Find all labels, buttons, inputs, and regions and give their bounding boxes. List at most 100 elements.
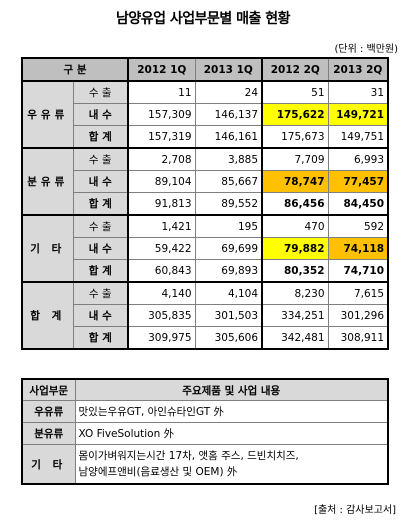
table-row: 내 수 157,309 146,137 175,622 149,721 — [22, 103, 389, 126]
table-row: 내 수 59,422 69,699 79,882 74,118 — [22, 237, 389, 260]
products-text: 몸이가벼워지는시간 17차, 앳홈 주스, 드빈치치즈, 남양에프앤비(음료생산… — [74, 444, 389, 485]
cell-highlight: 175,622 — [261, 103, 329, 126]
table-row: 기 타 수 출 1,421 195 470 592 — [21, 214, 389, 283]
cell: 91,813 — [127, 192, 196, 216]
cell: 1,421 — [127, 214, 196, 238]
cell: 146,137 — [194, 103, 263, 126]
cell: 8,230 — [261, 281, 329, 305]
row-label: 내 수 — [72, 103, 129, 126]
segment-label: 분유류 — [21, 422, 76, 445]
cell: 592 — [327, 214, 389, 238]
cell: 308,911 — [327, 326, 389, 350]
cell-highlight: 78,747 — [261, 170, 329, 193]
cell: 301,503 — [194, 304, 263, 327]
products-text: XO FiveSolution 外 — [74, 422, 389, 445]
row-label: 내 수 — [72, 304, 129, 327]
row-label: 합 계 — [72, 125, 129, 149]
cell: 301,296 — [327, 304, 389, 327]
cell: 305,606 — [194, 326, 263, 350]
row-label: 합 계 — [72, 192, 129, 216]
cell: 80,352 — [261, 259, 329, 283]
cell: 342,481 — [261, 326, 329, 350]
cell: 11 — [127, 80, 196, 104]
row-label: 수 출 — [72, 80, 129, 104]
products-line: 몸이가벼워지는시간 17차, 앳홈 주스, 드빈치치즈, — [78, 450, 299, 462]
cell-highlight: 77,457 — [327, 170, 389, 193]
cell: 85,667 — [194, 170, 263, 193]
row-label: 합 계 — [72, 259, 129, 283]
table-row: 합 계 수 출 4,140 4,104 8,230 7,615 — [21, 281, 389, 350]
header-2013-1q: 2013 1Q — [194, 57, 263, 82]
cell: 60,843 — [127, 259, 196, 283]
table-header-row: 구 분 2012 1Q 2013 1Q 2012 2Q 2013 2Q — [21, 57, 389, 82]
cell: 3,885 — [194, 147, 263, 171]
table-row: 분유류 수 출 2,708 3,885 7,709 6,993 — [21, 147, 389, 216]
table-row: 합 계 91,813 89,552 86,456 84,450 — [22, 192, 389, 216]
table-row: 기 타 몸이가벼워지는시간 17차, 앳홈 주스, 드빈치치즈, 남양에프앤비(… — [21, 444, 389, 485]
cell-highlight: 149,721 — [327, 103, 389, 126]
cell: 84,450 — [327, 192, 389, 216]
cell: 86,456 — [261, 192, 329, 216]
cell: 24 — [194, 80, 263, 104]
cell: 69,893 — [194, 259, 263, 283]
cell: 7,709 — [261, 147, 329, 171]
sales-table: 구 분 2012 1Q 2013 1Q 2012 2Q 2013 2Q 우유류 … — [21, 57, 390, 350]
table-row: 합 계 60,843 69,893 80,352 74,710 — [22, 259, 389, 283]
cell: 59,422 — [127, 237, 196, 260]
cell-highlight: 74,118 — [327, 237, 389, 260]
unit-label: (단위 : 백만원) — [334, 44, 398, 55]
table-row: 내 수 89,104 85,667 78,747 77,457 — [22, 170, 389, 193]
group-label: 합 계 — [21, 281, 74, 350]
cell: 309,975 — [127, 326, 196, 350]
table-row: 우유류 맛있는우유GT, 아인슈타인GT 外 — [21, 400, 389, 423]
cell: 74,710 — [327, 259, 389, 283]
desc-header-row: 사업부문 주요제품 및 사업 내용 — [21, 378, 389, 401]
group-label: 기 타 — [21, 214, 74, 283]
cell: 195 — [194, 214, 263, 238]
header-products: 주요제품 및 사업 내용 — [74, 378, 389, 401]
header-2013-2q: 2013 2Q — [327, 57, 389, 82]
products-line: 남양에프앤비(음료생산 및 OEM) 外 — [78, 466, 238, 478]
cell: 334,251 — [261, 304, 329, 327]
source-label: [출처 : 감사보고서] — [314, 505, 396, 516]
cell: 2,708 — [127, 147, 196, 171]
business-description-table: 사업부문 주요제품 및 사업 내용 우유류 맛있는우유GT, 아인슈타인GT 外… — [21, 378, 389, 485]
segment-label: 우유류 — [21, 400, 76, 423]
header-2012-2q: 2012 2Q — [261, 57, 329, 82]
cell: 51 — [261, 80, 329, 104]
row-label: 수 출 — [72, 147, 129, 171]
cell: 69,699 — [194, 237, 263, 260]
header-gubun: 구 분 — [21, 57, 129, 82]
cell: 89,552 — [194, 192, 263, 216]
cell: 149,751 — [327, 125, 389, 149]
table-row: 합 계 309,975 305,606 342,481 308,911 — [22, 326, 389, 350]
cell: 470 — [261, 214, 329, 238]
row-label: 내 수 — [72, 237, 129, 260]
row-label: 수 출 — [72, 214, 129, 238]
page-title: 남양유업 사업부문별 매출 현황 — [115, 11, 291, 27]
cell: 6,993 — [327, 147, 389, 171]
products-text: 맛있는우유GT, 아인슈타인GT 外 — [74, 400, 389, 423]
table-row: 분유류 XO FiveSolution 外 — [21, 422, 389, 445]
cell: 157,319 — [127, 125, 196, 149]
table-row: 합 계 157,319 146,161 175,673 149,751 — [22, 125, 389, 149]
table-row: 우유류 수 출 11 24 51 31 — [21, 80, 389, 149]
group-label: 우유류 — [21, 80, 74, 149]
row-label: 수 출 — [72, 281, 129, 305]
cell-highlight: 79,882 — [261, 237, 329, 260]
group-label: 분유류 — [21, 147, 74, 216]
row-label: 합 계 — [72, 326, 129, 350]
cell: 305,835 — [127, 304, 196, 327]
cell: 31 — [327, 80, 389, 104]
cell: 175,673 — [261, 125, 329, 149]
cell: 146,161 — [194, 125, 263, 149]
cell: 4,140 — [127, 281, 196, 305]
cell: 4,104 — [194, 281, 263, 305]
row-label: 내 수 — [72, 170, 129, 193]
cell: 157,309 — [127, 103, 196, 126]
header-segment: 사업부문 — [21, 378, 76, 401]
segment-label: 기 타 — [21, 444, 76, 485]
cell: 7,615 — [327, 281, 389, 305]
header-2012-1q: 2012 1Q — [127, 57, 196, 82]
table-row: 내 수 305,835 301,503 334,251 301,296 — [22, 304, 389, 327]
